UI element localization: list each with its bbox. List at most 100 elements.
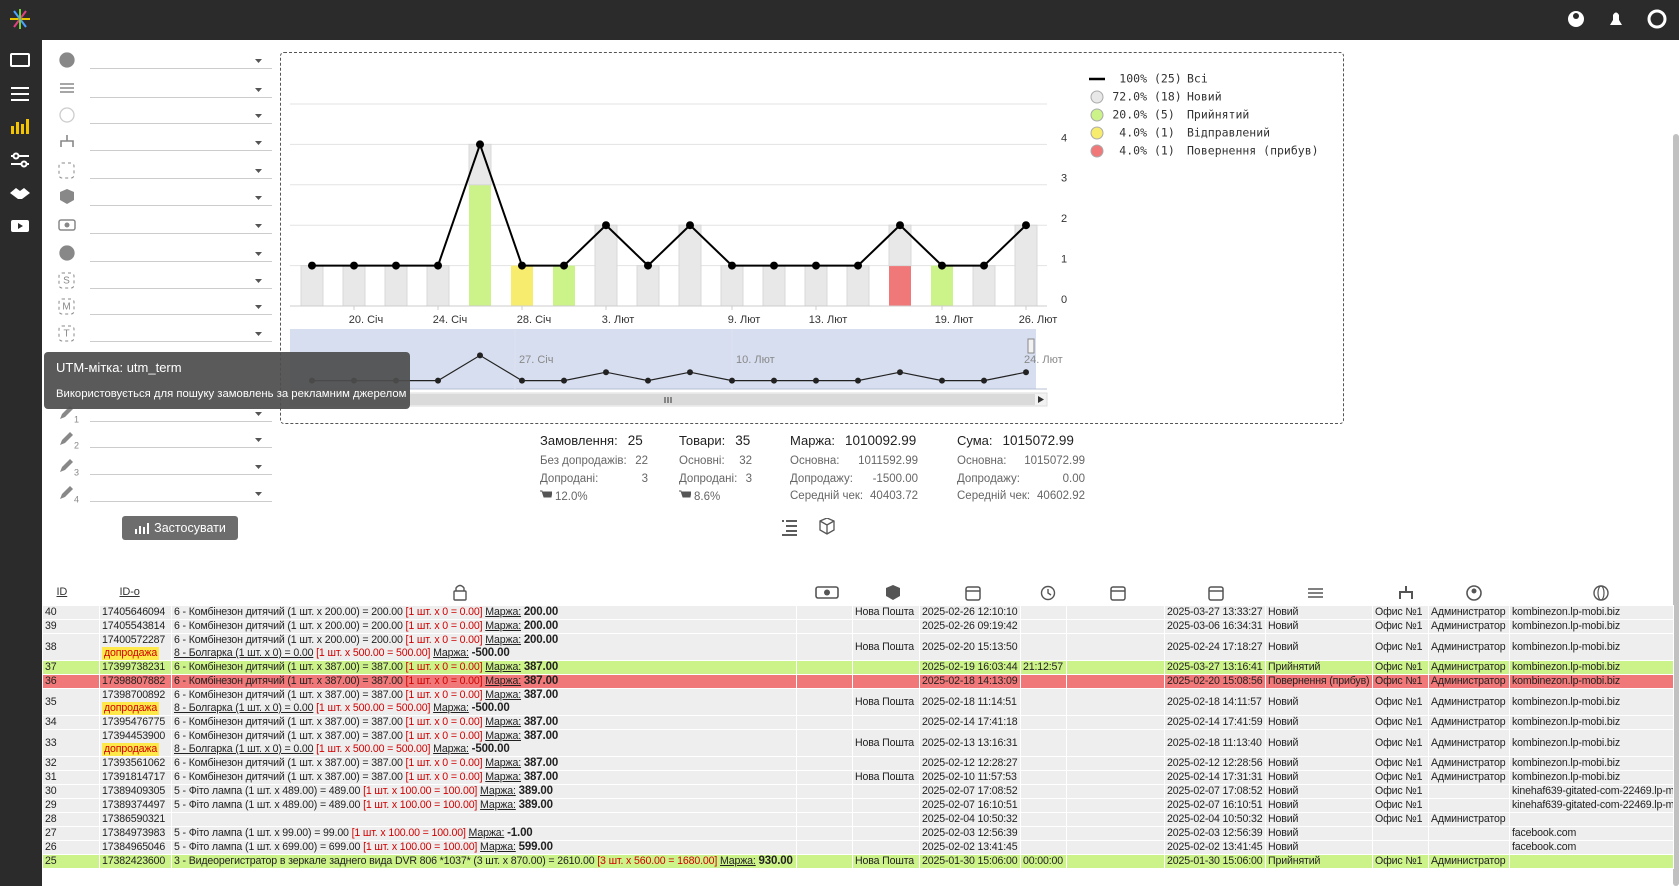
- summary-row-value: 22: [635, 455, 648, 467]
- filter-row[interactable]: [58, 78, 272, 100]
- navigator-point: [897, 369, 903, 376]
- bar: [636, 265, 660, 307]
- dropdown-arrow: [255, 279, 262, 283]
- column-header[interactable]: [1067, 579, 1165, 606]
- manager: Администратор: [1431, 640, 1506, 653]
- filter-row[interactable]: 4: [58, 482, 272, 504]
- product-view-button[interactable]: [819, 518, 835, 535]
- order-row[interactable]: 30 17389409305 5 - Фіто лампа (1 шт. x 489…: [42, 784, 1674, 799]
- status: Новий: [1268, 757, 1299, 770]
- filter-row[interactable]: M: [58, 295, 272, 317]
- order-row[interactable]: 32 17393561062 6 - Комбінезон дитячий (1 ш…: [42, 756, 1674, 771]
- filter-row[interactable]: [58, 242, 272, 264]
- filter-row[interactable]: 1: [58, 402, 272, 424]
- filter-row[interactable]: 2: [58, 428, 272, 450]
- list-view-button[interactable]: [782, 520, 797, 536]
- filter-row[interactable]: [58, 131, 272, 153]
- order-row[interactable]: 39 17405543814 6 - Комбінезон дитячий (1 ш…: [42, 619, 1674, 634]
- cell-order: 17394453900 допродажа: [99, 729, 172, 757]
- cell-money: [796, 633, 853, 661]
- cart-shape: [679, 490, 692, 498]
- order-row[interactable]: 31 17391814717 6 - Комбінезон дитячий (1 ш…: [42, 770, 1674, 785]
- cell-updated: 2025-02-02 13:41:45: [1164, 840, 1266, 855]
- column-header[interactable]: [1165, 579, 1266, 606]
- cell-manager: Администратор: [1428, 756, 1510, 771]
- filter-row[interactable]: [58, 214, 272, 236]
- column-header-label: ID-o: [119, 586, 140, 598]
- column-header[interactable]: [1373, 579, 1429, 606]
- item-line: 8 - Болгарка (1 шт. x 0) = 0.00 [1 шт. x…: [174, 743, 794, 756]
- order-row[interactable]: 27 17384973983 5 - Фіто лампа (1 шт. x 99.…: [42, 826, 1674, 841]
- apply-button[interactable]: Застосувати: [122, 516, 238, 540]
- support-icon[interactable]: [1647, 9, 1667, 29]
- cell-money: [796, 729, 853, 757]
- column-header[interactable]: [1510, 579, 1674, 606]
- orders-table: ID ID-o 40 17405646094 6 - Комбінезон дитяч…: [42, 579, 1674, 869]
- order-row[interactable]: 37 17399738231 6 - Комбінезон дитячий (1 ш…: [42, 660, 1674, 675]
- logo[interactable]: [10, 9, 30, 29]
- order-row[interactable]: 25 17382423600 3 - Видеорегистратор в зерк…: [42, 854, 1674, 869]
- order: 17400572287: [102, 634, 166, 647]
- cell-updated: 2025-02-24 17:18:27: [1164, 633, 1266, 661]
- order-row[interactable]: 29 17389374497 5 - Фіто лампа (1 шт. x 489…: [42, 798, 1674, 813]
- column-header[interactable]: [1429, 579, 1510, 606]
- filter-row[interactable]: [58, 49, 272, 71]
- column-header[interactable]: [853, 579, 920, 606]
- column-header[interactable]: [920, 579, 1021, 606]
- cell-id: 30: [42, 784, 100, 799]
- bell-icon[interactable]: [1610, 12, 1622, 26]
- icon: [454, 584, 465, 591]
- created: 2025-01-30 15:06:00: [922, 855, 1018, 868]
- summary-row: Основні: 32: [679, 455, 752, 473]
- summary-row-label: Допродажу:: [790, 472, 853, 485]
- nav-stats[interactable]: [11, 119, 29, 134]
- margin-label: Маржа:: [480, 841, 516, 854]
- nav-list[interactable]: [11, 87, 29, 101]
- cell-items: 6 - Комбінезон дитячий (1 шт. x 387.00) …: [171, 660, 797, 675]
- manager: Администратор: [1431, 620, 1506, 633]
- column-header[interactable]: [1021, 579, 1067, 606]
- filter-row[interactable]: T: [58, 322, 272, 344]
- order-row[interactable]: 35 17398700892 допродажа 6 - Комбінезон дит…: [42, 688, 1674, 716]
- order-row[interactable]: 28 17386590321 2025-02-04 10:50:32 2025-02-…: [42, 812, 1674, 827]
- cell-manager: Администратор: [1428, 605, 1510, 620]
- order-row[interactable]: 38 17400572287 допродажа 6 - Комбінезон дит…: [42, 633, 1674, 661]
- column-header[interactable]: [797, 579, 853, 606]
- filter-row[interactable]: S: [58, 269, 272, 291]
- nav-monitor[interactable]: [10, 53, 30, 67]
- filter-row[interactable]: [58, 104, 272, 126]
- nav-partners[interactable]: [10, 188, 30, 199]
- summary-row-label: Основна:: [790, 455, 840, 467]
- cell-calendar: [1066, 770, 1165, 785]
- column-header-icon: [814, 586, 839, 599]
- column-header[interactable]: [1266, 579, 1373, 606]
- scroll-arrow: [1038, 396, 1044, 403]
- column-header[interactable]: ID-o: [100, 579, 172, 606]
- order-row[interactable]: 33 17394453900 допродажа 6 - Комбінезон дит…: [42, 729, 1674, 757]
- order-row[interactable]: 36 17398807882 6 - Комбінезон дитячий (1 ш…: [42, 674, 1674, 689]
- cell-id: 39: [42, 619, 100, 634]
- filter-row[interactable]: [58, 186, 272, 208]
- cell-order: 17389409305: [99, 784, 172, 799]
- summary-row-value: 1015072.99: [1024, 455, 1085, 467]
- margin-value: 200.00: [523, 606, 559, 619]
- cell-updated: 2025-02-07 16:10:51: [1164, 798, 1266, 813]
- order-row[interactable]: 40 17405646094 6 - Комбінезон дитячий (1 ш…: [42, 605, 1674, 620]
- column-header[interactable]: ID: [43, 579, 100, 606]
- bar: [846, 265, 870, 307]
- order-row[interactable]: 34 17395476775 6 - Комбінезон дитячий (1 ш…: [42, 715, 1674, 730]
- cell-manager: Администратор: [1428, 854, 1510, 869]
- filter-row[interactable]: 3: [58, 455, 272, 477]
- cell-money: [796, 854, 853, 869]
- order-row[interactable]: 26 17384965046 5 - Фіто лампа (1 шт. x 699…: [42, 840, 1674, 855]
- column-header[interactable]: [172, 579, 797, 606]
- tooltip-text: Використовується для пошуку замовлень за…: [56, 388, 407, 400]
- cell-status: Новий: [1265, 688, 1373, 716]
- pencil-icon: [60, 459, 73, 472]
- icon: [885, 585, 900, 600]
- cell-items: 5 - Фіто лампа (1 шт. x 99.00) = 99.00 […: [171, 826, 797, 841]
- filter-row[interactable]: [58, 159, 272, 181]
- utm-icon-letter: S: [63, 276, 70, 287]
- page-scrollbar[interactable]: [1673, 134, 1679, 886]
- nav-settings[interactable]: [11, 152, 29, 168]
